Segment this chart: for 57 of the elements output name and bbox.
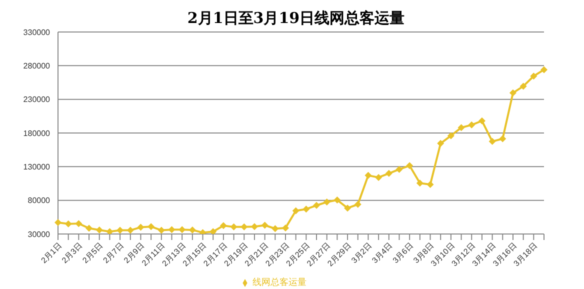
point	[354, 200, 362, 208]
point	[364, 172, 372, 179]
point	[302, 206, 310, 213]
point	[261, 222, 268, 229]
y-tick-label: 330000	[23, 28, 51, 37]
point	[250, 223, 258, 230]
y-tick-label: 280000	[23, 62, 51, 71]
point	[344, 204, 352, 212]
point	[406, 162, 414, 170]
point	[313, 202, 320, 209]
point	[158, 226, 165, 234]
point	[148, 223, 155, 230]
point	[106, 228, 114, 234]
point	[437, 140, 444, 147]
point	[396, 166, 403, 173]
y-tick-label: 230000	[23, 95, 51, 104]
point	[210, 228, 217, 234]
point	[54, 219, 62, 226]
point	[426, 181, 434, 188]
x-tick-label: 2月1日	[39, 241, 64, 266]
y-tick-label: 30000	[28, 230, 51, 239]
point	[96, 226, 103, 234]
point	[240, 223, 248, 230]
point	[416, 180, 424, 187]
point	[530, 72, 538, 80]
point	[540, 66, 548, 74]
point	[468, 121, 476, 128]
point	[488, 138, 496, 145]
point	[178, 226, 186, 234]
point	[75, 220, 82, 228]
y-tick-label: 80000	[28, 196, 51, 206]
point	[64, 220, 72, 228]
point	[520, 82, 527, 90]
point	[272, 225, 279, 232]
point	[334, 196, 341, 204]
point	[385, 170, 392, 177]
point	[375, 174, 382, 181]
point	[292, 207, 300, 214]
y-tick-label: 130000	[23, 162, 51, 172]
point	[509, 89, 516, 96]
point	[137, 224, 144, 231]
y-tick-label: 180000	[23, 128, 51, 138]
point	[323, 198, 330, 206]
chart-title: 2月1日至3月19日线网总客运量	[186, 8, 406, 28]
point	[116, 226, 124, 234]
point	[230, 223, 238, 230]
point	[168, 226, 176, 234]
point	[458, 124, 465, 132]
point	[188, 226, 196, 234]
point	[282, 224, 289, 232]
point	[126, 226, 134, 234]
point	[478, 117, 486, 124]
point	[86, 224, 93, 232]
legend-label: 线网总客运量	[252, 277, 306, 287]
point	[499, 135, 506, 142]
point	[220, 222, 227, 230]
point	[447, 132, 454, 140]
